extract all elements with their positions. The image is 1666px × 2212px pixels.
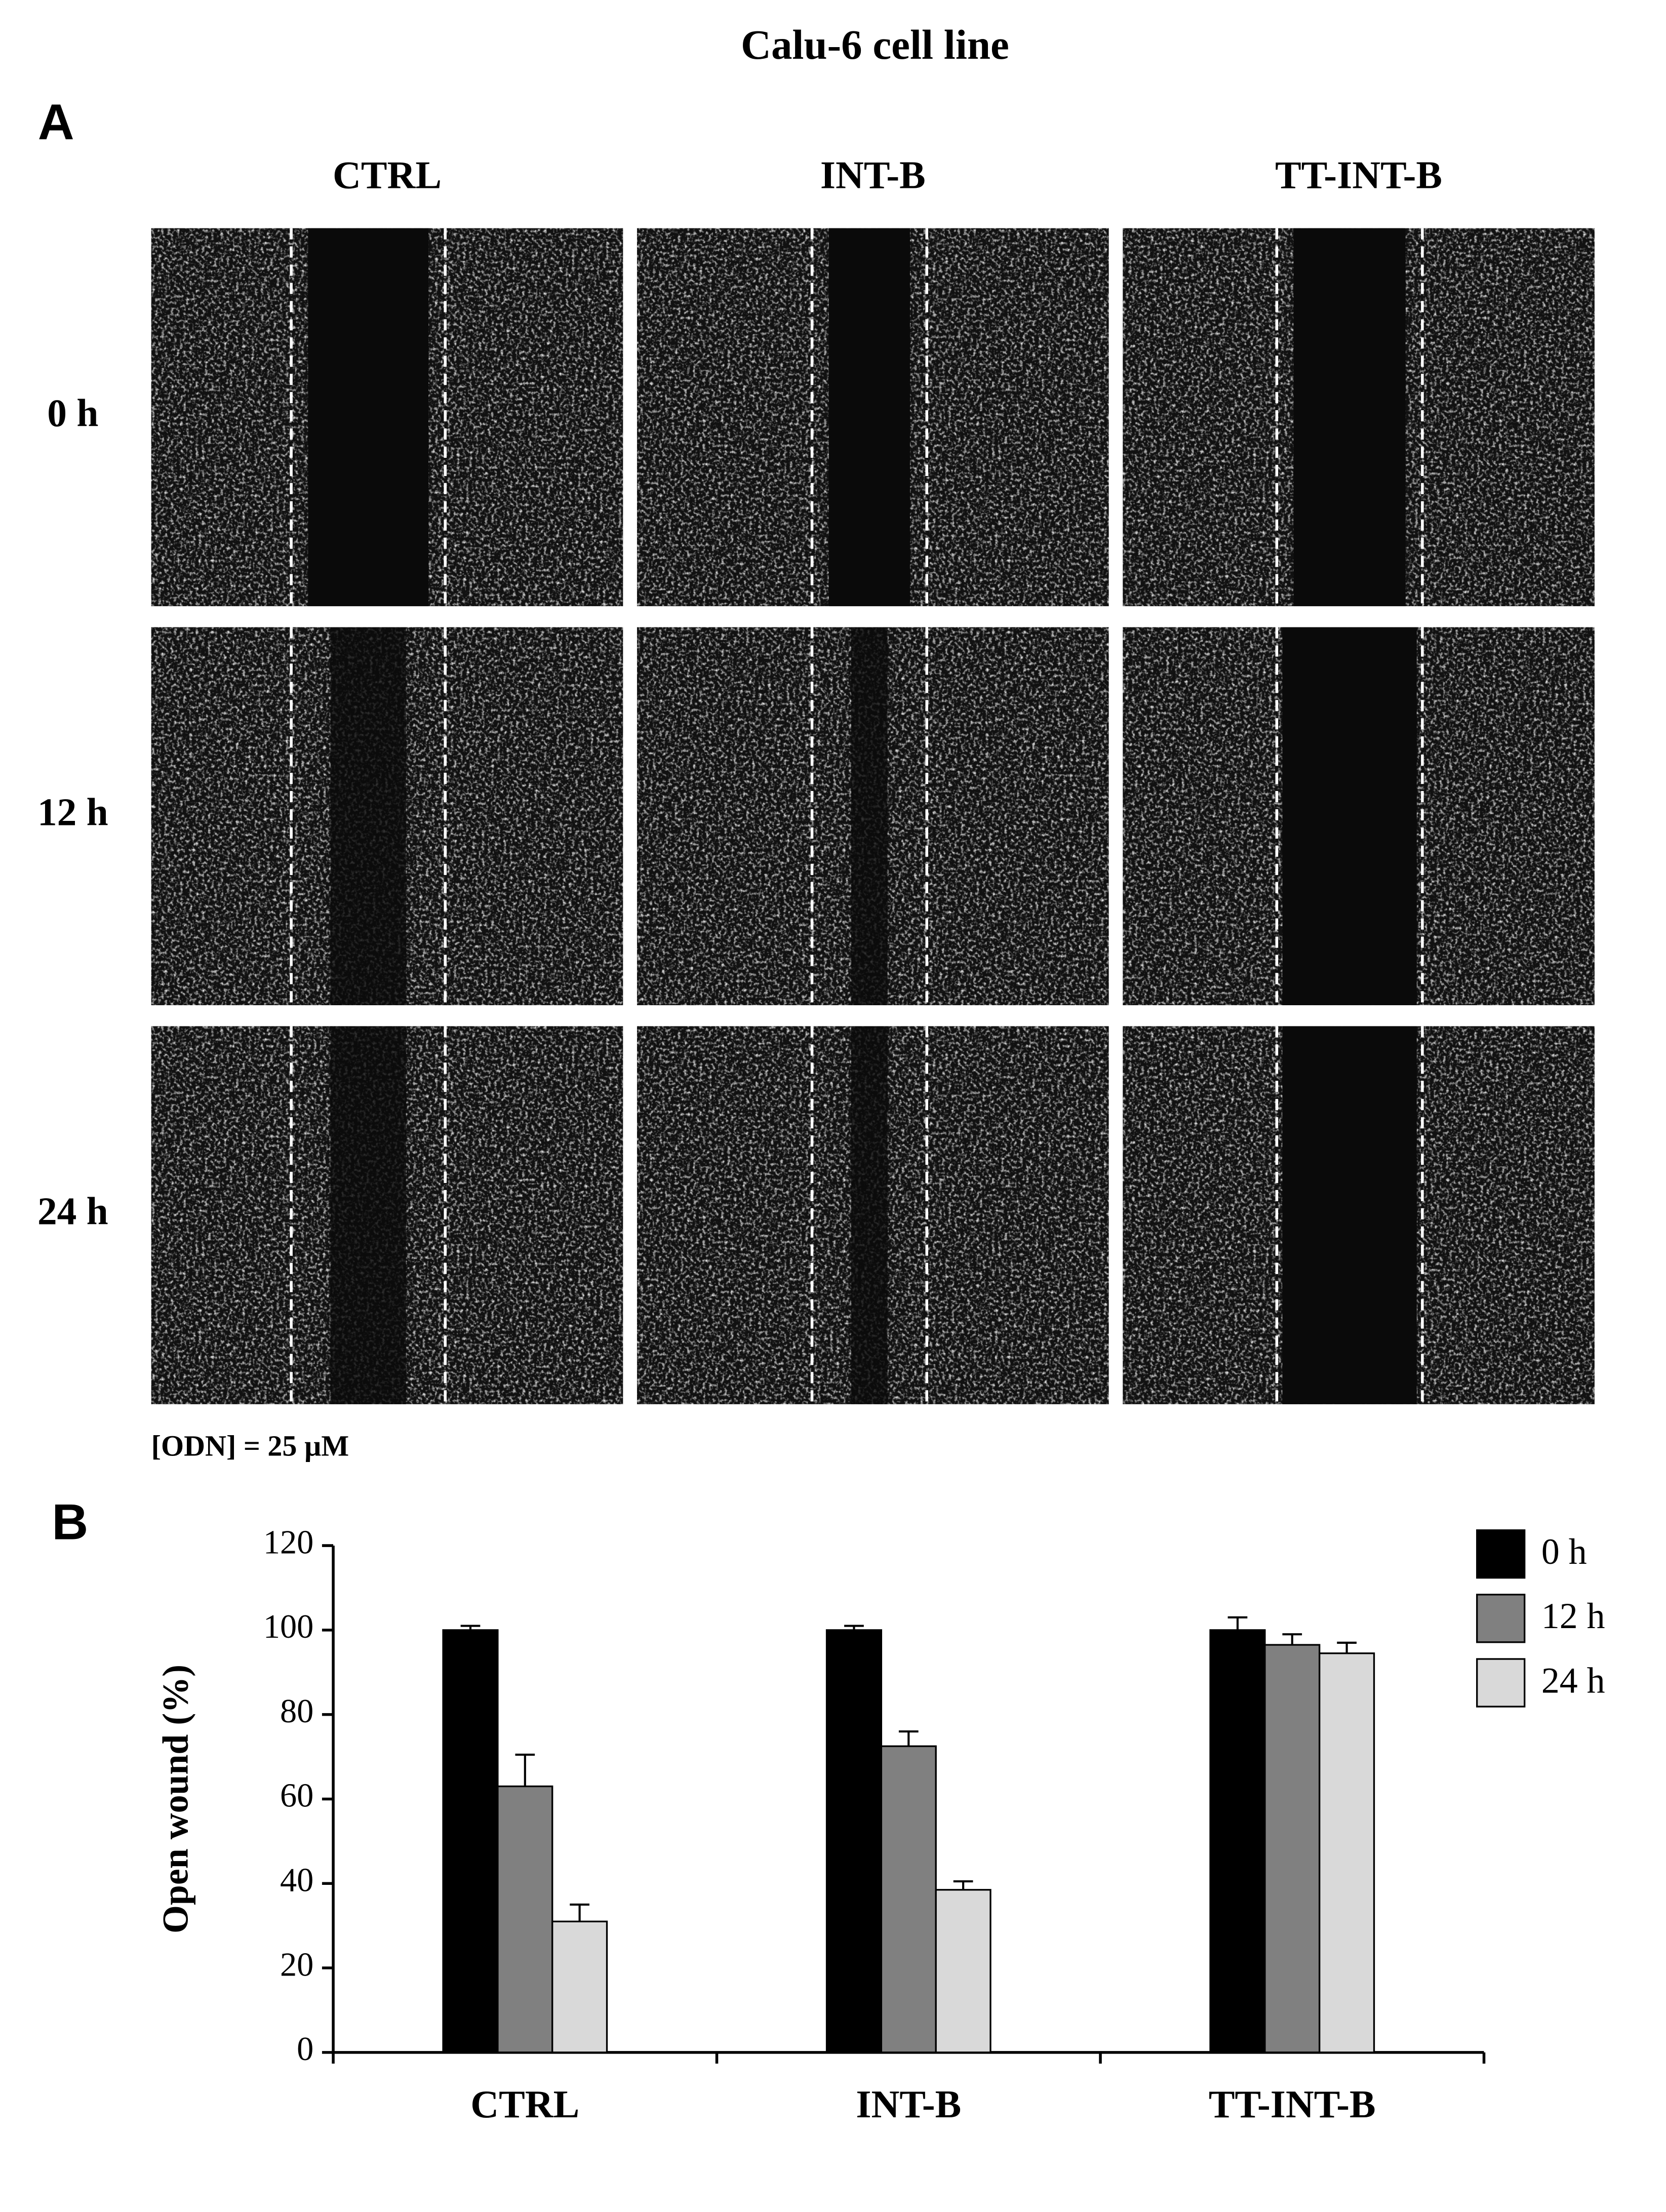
micrographs: CTRL INT-B TT-INT-B 0 h 12 h 24 h — [37, 153, 1595, 1404]
row-label: 24 h — [37, 1189, 108, 1233]
bar — [935, 1889, 991, 2053]
wound-gap — [330, 627, 406, 1005]
bar — [442, 1629, 499, 2053]
panel-label: B — [52, 1494, 88, 1551]
x-tick-label: INT-B — [856, 2082, 961, 2126]
legend-label: 0 h — [1541, 1531, 1587, 1572]
y-axis-label: Open wound (%) — [155, 1665, 195, 1933]
bar — [551, 1920, 608, 2053]
legend-swatch — [1476, 1529, 1526, 1579]
y-tick-label: 20 — [280, 1946, 313, 1983]
bar — [1319, 1652, 1375, 2053]
legend-label: 24 h — [1541, 1660, 1605, 1701]
wound-gap — [1282, 627, 1417, 1005]
bar-chart: 0 20 40 60 80 100 120 CTRL INT-B TT-INT-B 0 h 12 h 2… — [263, 1524, 1605, 2126]
legend-swatch — [1476, 1658, 1526, 1708]
x-tick-label: CTRL — [470, 2082, 579, 2126]
wound-gap — [308, 228, 429, 607]
figure-title: Calu-6 cell line — [741, 21, 1009, 68]
wound-gap — [851, 1026, 888, 1404]
column-label: CTRL — [333, 153, 442, 197]
wound-gap — [828, 228, 910, 607]
wound-gap — [330, 1026, 406, 1404]
row-label: 0 h — [47, 391, 98, 435]
wound-gap — [1282, 1026, 1417, 1404]
wound-gap — [1293, 228, 1406, 607]
legend-swatch — [1476, 1594, 1526, 1643]
y-tick-label: 40 — [280, 1862, 313, 1899]
column-label: TT-INT-B — [1275, 153, 1442, 197]
y-tick-label: 120 — [263, 1524, 314, 1561]
bar — [1209, 1629, 1266, 2053]
y-tick-label: 100 — [263, 1608, 314, 1645]
note: [ODN] = 25 µM — [151, 1430, 349, 1463]
x-tick-label: TT-INT-B — [1209, 2082, 1376, 2126]
panel-label: A — [38, 94, 74, 150]
y-tick-label: 80 — [280, 1693, 313, 1730]
row-label: 12 h — [37, 791, 108, 834]
column-label: INT-B — [820, 153, 926, 197]
wound-gap — [851, 627, 888, 1005]
bar — [880, 1745, 937, 2053]
y-tick-label: 60 — [280, 1778, 313, 1814]
legend-label: 12 h — [1541, 1596, 1605, 1636]
y-tick-label: 0 — [297, 2031, 313, 2068]
bar — [1264, 1644, 1321, 2053]
bar — [497, 1785, 553, 2053]
bar — [825, 1629, 883, 2053]
